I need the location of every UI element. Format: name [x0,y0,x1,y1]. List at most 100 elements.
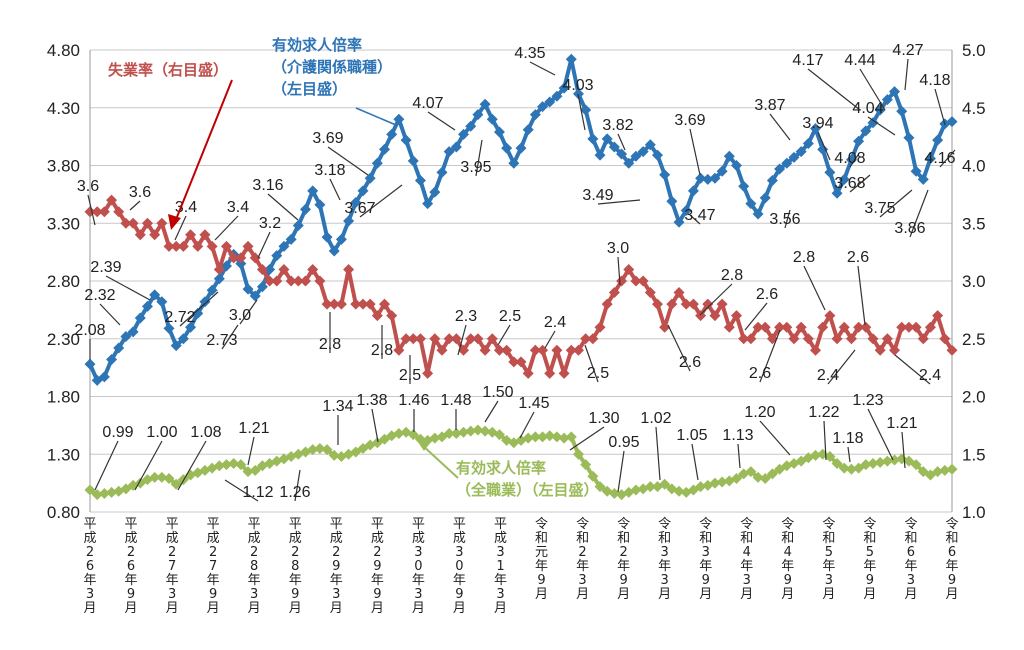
data-point [723,150,735,162]
leader-line [939,149,956,168]
leader-line [784,209,791,229]
data-label: 4.07 [412,95,443,112]
data-label: 4.44 [844,52,875,69]
data-point [364,298,376,310]
data-point [616,275,628,287]
data-label: 1.13 [722,427,753,444]
data-point [285,275,297,287]
data-point [91,206,103,218]
data-point [300,203,311,215]
leader-line [247,436,255,466]
data-point [759,321,771,333]
data-point [486,113,498,125]
data-point [853,135,865,147]
data-point [364,172,376,184]
data-point [910,459,922,471]
data-point [335,298,347,310]
leader-line [134,440,163,491]
data-point [716,298,728,310]
data-point [393,344,405,356]
data-point [608,287,620,299]
data-point [608,141,620,153]
data-point [702,298,714,310]
leader-line [224,479,259,502]
data-point [357,298,369,310]
data-point [558,367,570,379]
data-point [723,321,735,333]
data-point [120,483,132,495]
leader-line [105,275,151,301]
leader-line [617,256,621,286]
data-point [141,300,153,312]
data-point [587,133,599,145]
data-label: 4.08 [834,150,865,167]
data-point [896,321,908,333]
leader-line [359,184,403,218]
data-label: 1.00 [146,424,177,441]
left-tick-label: 4.80 [47,41,80,60]
data-point [702,173,714,185]
data-label: 2.39 [90,259,121,276]
leader-line [901,431,906,469]
series-name-label: 有効求人倍率（介護関係職種）（左目盛） [272,36,392,98]
leader-line [807,68,861,111]
data-label: 1.08 [190,424,221,441]
x-tick-label: 平成 2 6 年 9 月 [125,517,138,616]
data-label: 3.75 [864,200,895,217]
data-label: 1.34 [322,398,353,415]
data-point [450,333,462,345]
data-point [134,229,146,241]
data-point [802,138,814,150]
data-point [565,53,577,65]
data-point [544,430,556,442]
data-point [228,457,240,469]
data-point [465,333,477,345]
data-point [932,310,944,322]
data-label: 4.27 [892,42,923,59]
x-tick-label: 平成 3 0 年 3 月 [412,517,425,616]
data-point [529,431,541,443]
leader-line [267,193,299,221]
left-tick-label: 2.30 [47,330,80,349]
data-point [903,321,915,333]
data-point [414,333,426,345]
data-point [163,473,175,485]
data-point [881,455,893,467]
data-point [292,220,304,232]
leader-line [584,344,599,383]
data-point [924,321,936,333]
data-point [860,459,872,471]
leader-line [129,200,141,211]
data-point [106,194,118,206]
data-point [192,240,204,252]
data-label: 4.16 [924,150,955,167]
leader-line [94,440,119,491]
data-point [817,143,829,155]
left-tick-label: 3.30 [47,214,80,233]
data-point [889,86,901,98]
data-point [120,217,132,229]
leader-line [867,116,896,136]
data-point [759,192,771,204]
data-point [644,481,656,493]
data-point [458,128,470,140]
data-point [300,275,311,287]
data-point [458,426,470,438]
data-label: 1.50 [482,384,513,401]
data-point [407,155,419,167]
leader-line [617,133,626,151]
data-point [249,252,261,264]
data-point [522,367,534,379]
data-point [709,477,721,489]
data-point [946,344,958,356]
data-point [314,442,326,454]
data-point [493,344,505,356]
data-point [845,333,857,345]
data-point [314,199,326,211]
leader-line [759,329,781,383]
data-label: 1.46 [398,392,429,409]
leader-line [597,199,641,205]
data-point [170,340,182,352]
data-point [687,185,699,197]
data-point [917,173,929,185]
